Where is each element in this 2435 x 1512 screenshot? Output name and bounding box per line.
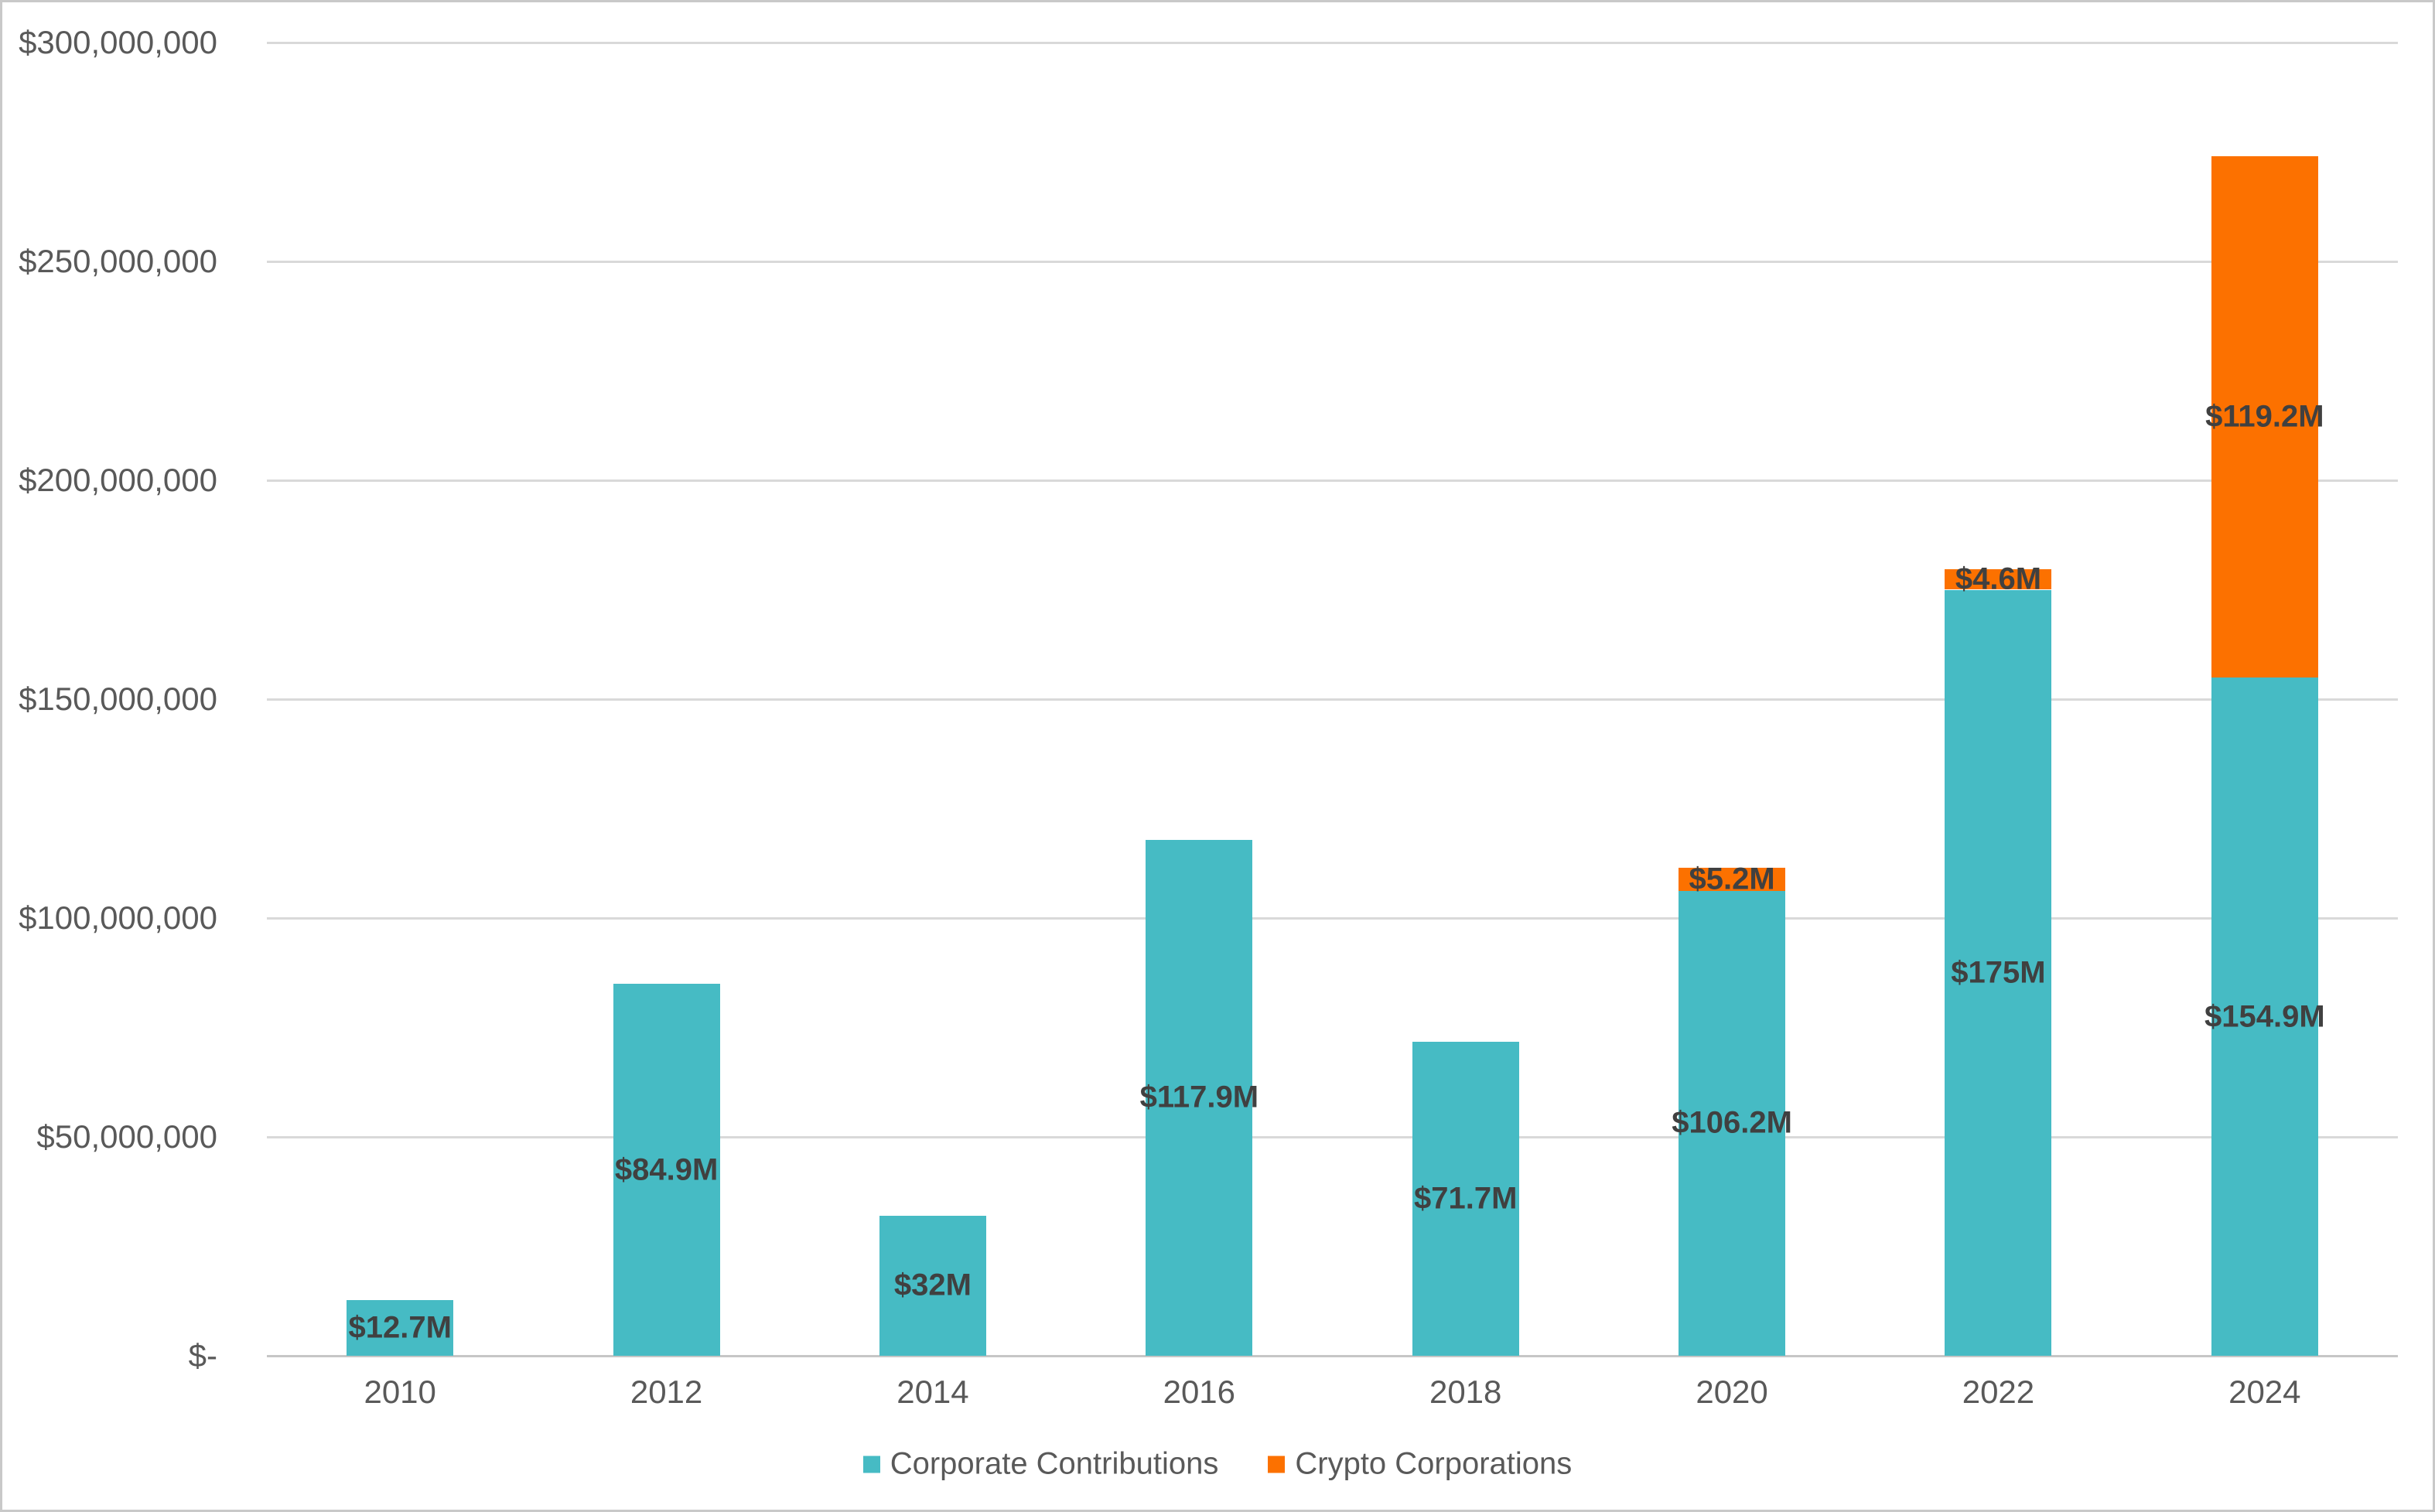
x-axis-label: 2014: [896, 1374, 969, 1410]
y-axis-label: $-: [188, 1337, 217, 1374]
bar-data-label: $4.6M: [1955, 561, 2042, 596]
bar-data-label: $71.7M: [1413, 1181, 1518, 1216]
bar-data-label: $32M: [893, 1268, 972, 1302]
x-axis-label: 2010: [364, 1374, 436, 1410]
bar-data-label: $175M: [1951, 955, 2046, 990]
x-axis-label: 2018: [1429, 1374, 1502, 1410]
y-axis-label: $50,000,000: [36, 1118, 217, 1155]
bar-data-label: $154.9M: [2204, 999, 2325, 1034]
legend: Corporate Contributions Crypto Corporatio…: [2, 1447, 2433, 1482]
bar-segment-crypto-corporations-2020: [1679, 868, 1786, 891]
bar-segment-corporate-contributions-2014: [879, 1215, 986, 1356]
bar-segment-corporate-contributions-2012: [613, 984, 720, 1356]
x-axis-label: 2016: [1163, 1374, 1236, 1410]
legend-item-corporate-contributions: Corporate Contributions: [862, 1446, 1219, 1482]
x-axis-baseline: [267, 1354, 2398, 1357]
bar-segment-crypto-corporations-2022: [1945, 569, 2052, 590]
bar-segment-corporate-contributions-2020: [1679, 890, 1786, 1356]
y-axis-label: $250,000,000: [19, 243, 217, 279]
legend-label: Corporate Contributions: [890, 1446, 1219, 1481]
bar-data-label: $106.2M: [1672, 1105, 1792, 1140]
x-axis-label: 2020: [1696, 1374, 1768, 1410]
y-gridline: [267, 41, 2398, 44]
bar-data-label: $119.2M: [2205, 399, 2324, 434]
bar-segment-corporate-contributions-2022: [1945, 589, 2052, 1356]
y-axis-label: $300,000,000: [19, 24, 217, 60]
x-axis-label: 2024: [2228, 1374, 2301, 1410]
y-gridline: [267, 479, 2398, 482]
bar-data-label: $84.9M: [614, 1152, 719, 1187]
bar-segment-corporate-contributions-2024: [2211, 677, 2318, 1356]
y-gridline: [267, 916, 2398, 920]
y-axis-label: $100,000,000: [19, 899, 217, 936]
legend-swatch-crypto-corporations: [1268, 1456, 1286, 1473]
bar-data-label: $5.2M: [1689, 862, 1775, 896]
bar-data-label: $12.7M: [348, 1310, 452, 1345]
y-gridline: [267, 698, 2398, 701]
y-gridline: [267, 1135, 2398, 1138]
y-gridline: [267, 260, 2398, 263]
bar-segment-crypto-corporations-2024: [2211, 155, 2318, 678]
y-axis-label: $150,000,000: [19, 681, 217, 717]
bar-segment-corporate-contributions-2016: [1146, 839, 1253, 1356]
x-axis-label: 2012: [630, 1374, 703, 1410]
legend-swatch-corporate-contributions: [862, 1456, 880, 1473]
x-axis-label: 2022: [1962, 1374, 2035, 1410]
legend-item-crypto-corporations: Crypto Corporations: [1268, 1447, 1572, 1482]
y-axis-label: $200,000,000: [19, 462, 217, 498]
legend-label: Crypto Corporations: [1295, 1446, 1573, 1481]
bar-segment-corporate-contributions-2010: [347, 1300, 454, 1356]
bar-segment-corporate-contributions-2018: [1412, 1042, 1519, 1356]
bar-data-label: $117.9M: [1139, 1080, 1259, 1114]
